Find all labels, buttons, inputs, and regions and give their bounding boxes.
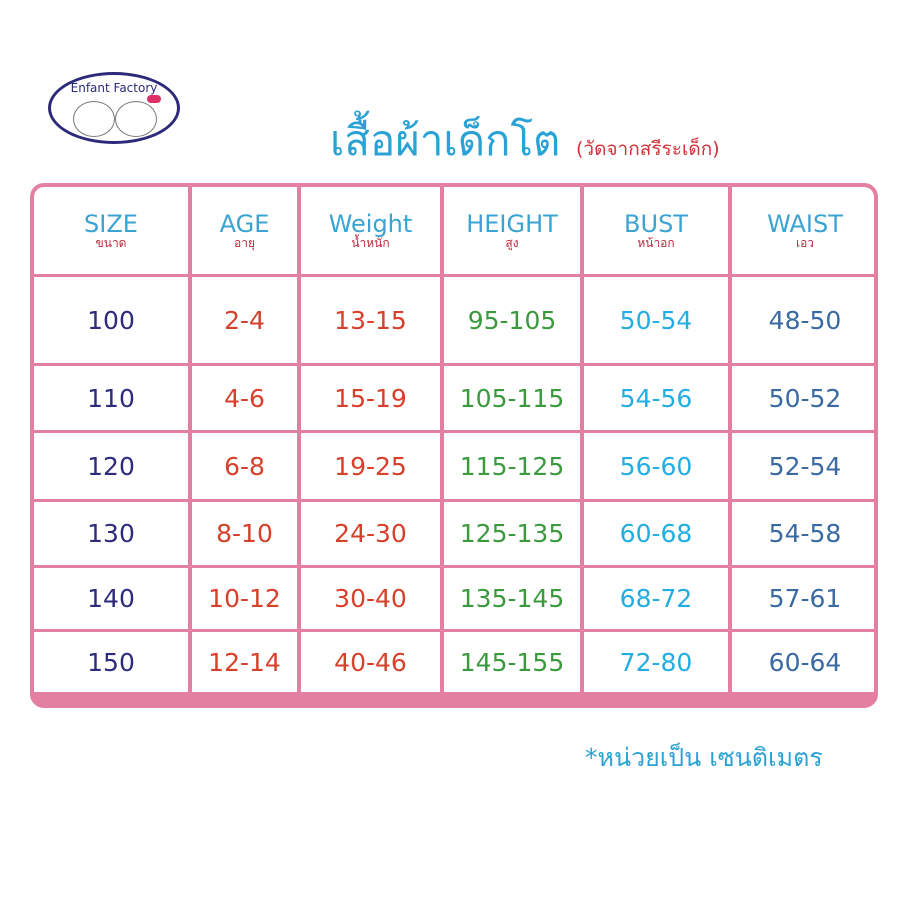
header-en: AGE — [219, 209, 270, 238]
header-en: BUST — [624, 209, 688, 238]
table-cell: 140 — [34, 568, 188, 629]
table-cell: 125-135 — [444, 502, 580, 565]
table-cell: 50-54 — [584, 277, 728, 363]
table-cell: 8-10 — [192, 502, 297, 565]
header-cell: WAIST เอว — [732, 187, 874, 274]
table-cell: 50-52 — [732, 366, 874, 430]
page-subtitle: (วัดจากสรีระเด็ก) — [576, 138, 720, 160]
page-title: เสื้อผ้าเด็กโต — [330, 116, 561, 165]
table-cell: 10-12 — [192, 568, 297, 629]
table-cell: 100 — [34, 277, 188, 363]
unit-note: *หน่วยเป็น เซนติเมตร — [585, 743, 823, 772]
bow-icon — [147, 95, 161, 103]
table-cell: 105-115 — [444, 366, 580, 430]
table-cell: 6-8 — [192, 433, 297, 499]
header-cell: HEIGHT สูง — [444, 187, 580, 274]
table-cell: 130 — [34, 502, 188, 565]
table-cell: 24-30 — [301, 502, 440, 565]
table-cell: 4-6 — [192, 366, 297, 430]
table-cell: 19-25 — [301, 433, 440, 499]
table-cell: 72-80 — [584, 632, 728, 692]
table-cell: 15-19 — [301, 366, 440, 430]
header-th: น้ำหนัก — [351, 235, 390, 250]
header-cell: AGE อายุ — [192, 187, 297, 274]
table-cell: 145-155 — [444, 632, 580, 692]
size-chart-table: SIZE ขนาด AGE อายุ Weight น้ำหนัก HEIGHT สูง BUS… — [30, 183, 878, 708]
table-cell: 150 — [34, 632, 188, 692]
table-cell: 54-56 — [584, 366, 728, 430]
table-cell: 60-68 — [584, 502, 728, 565]
table-cell: 52-54 — [732, 433, 874, 499]
table-cell: 135-145 — [444, 568, 580, 629]
table-cell: 40-46 — [301, 632, 440, 692]
brand-logo: Enfant Factory — [48, 72, 180, 144]
table-cell: 2-4 — [192, 277, 297, 363]
header-cell: BUST หน้าอก — [584, 187, 728, 274]
logo-text: Enfant Factory — [70, 81, 158, 95]
table-cell: 95-105 — [444, 277, 580, 363]
table-cell: 68-72 — [584, 568, 728, 629]
table-cell: 120 — [34, 433, 188, 499]
header-th: อายุ — [234, 235, 255, 250]
table-cell: 110 — [34, 366, 188, 430]
header-cell: SIZE ขนาด — [34, 187, 188, 274]
header-th: ขนาด — [95, 235, 127, 250]
bear-icon — [115, 101, 157, 137]
table-cell: 54-58 — [732, 502, 874, 565]
table-cell: 115-125 — [444, 433, 580, 499]
header-en: Weight — [328, 209, 413, 238]
table-cell: 48-50 — [732, 277, 874, 363]
header-en: WAIST — [767, 209, 843, 238]
table-cell: 57-61 — [732, 568, 874, 629]
header-th: สูง — [505, 235, 519, 250]
header-en: SIZE — [84, 209, 138, 238]
table-cell: 60-64 — [732, 632, 874, 692]
table-cell: 30-40 — [301, 568, 440, 629]
header-cell: Weight น้ำหนัก — [301, 187, 440, 274]
bear-icon — [73, 101, 115, 137]
table-cell: 12-14 — [192, 632, 297, 692]
table-cell: 56-60 — [584, 433, 728, 499]
header-th: หน้าอก — [637, 235, 675, 250]
header-th: เอว — [795, 235, 815, 250]
header-en: HEIGHT — [466, 209, 558, 238]
table-cell: 13-15 — [301, 277, 440, 363]
